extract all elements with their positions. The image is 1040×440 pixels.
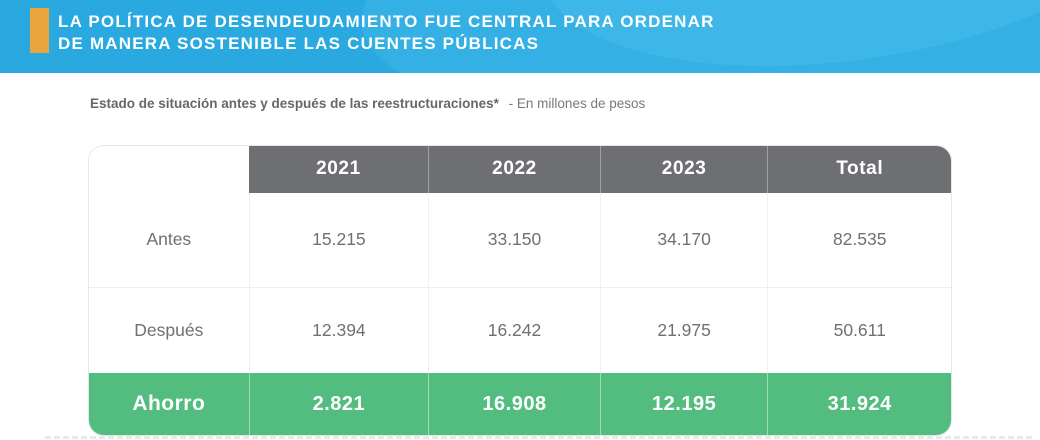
row-label-ahorro: Ahorro xyxy=(89,373,249,435)
cell-ahorro-2022: 16.908 xyxy=(428,373,600,435)
table-corner-cell xyxy=(89,146,249,193)
column-header-2022: 2022 xyxy=(428,146,600,193)
cell-antes-2022: 33.150 xyxy=(428,192,600,289)
row-label-antes: Antes xyxy=(89,192,249,289)
debt-table-grid: 2021 2022 2023 Total Antes 15.215 33.150… xyxy=(89,146,951,435)
cell-antes-2021: 15.215 xyxy=(248,192,429,289)
column-header-2021: 2021 xyxy=(248,146,429,193)
title-banner: LA POLÍTICA DE DESENDEUDAMIENTO FUE CENT… xyxy=(0,0,1040,73)
bottom-dashed-divider xyxy=(45,436,1032,439)
orange-accent-bar xyxy=(30,8,49,53)
row-label-despues: Después xyxy=(89,288,249,374)
table-caption: Estado de situación antes y después de l… xyxy=(90,96,645,111)
cell-ahorro-total: 31.924 xyxy=(767,373,951,435)
table-caption-heading: Estado de situación antes y después de l… xyxy=(90,96,499,111)
cell-ahorro-2023: 12.195 xyxy=(599,373,768,435)
cell-antes-total: 82.535 xyxy=(767,192,951,289)
column-header-2023: 2023 xyxy=(599,146,768,193)
cell-ahorro-2021: 2.821 xyxy=(248,373,429,435)
cell-despues-2022: 16.242 xyxy=(428,288,600,374)
cell-despues-2023: 21.975 xyxy=(599,288,768,374)
cell-antes-2023: 34.170 xyxy=(599,192,768,289)
page-title-line2: DE MANERA SOSTENIBLE LAS CUENTES PÚBLICA… xyxy=(58,34,540,53)
column-header-total: Total xyxy=(767,146,951,193)
table-caption-unit-note: - En millones de pesos xyxy=(508,96,646,111)
cell-despues-total: 50.611 xyxy=(767,288,951,374)
page-title-line1: LA POLÍTICA DE DESENDEUDAMIENTO FUE CENT… xyxy=(58,12,715,31)
page-title: LA POLÍTICA DE DESENDEUDAMIENTO FUE CENT… xyxy=(58,11,715,55)
debt-table: 2021 2022 2023 Total Antes 15.215 33.150… xyxy=(88,145,952,436)
cell-despues-2021: 12.394 xyxy=(248,288,429,374)
